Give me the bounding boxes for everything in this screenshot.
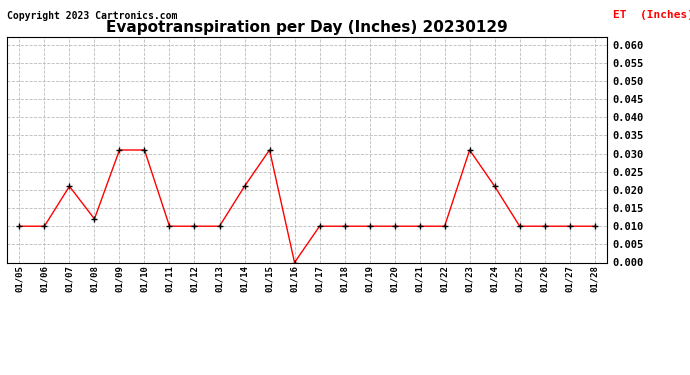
Text: Copyright 2023 Cartronics.com: Copyright 2023 Cartronics.com	[7, 10, 177, 21]
Text: ET  (Inches): ET (Inches)	[613, 10, 690, 21]
Title: Evapotranspiration per Day (Inches) 20230129: Evapotranspiration per Day (Inches) 2023…	[106, 20, 508, 35]
